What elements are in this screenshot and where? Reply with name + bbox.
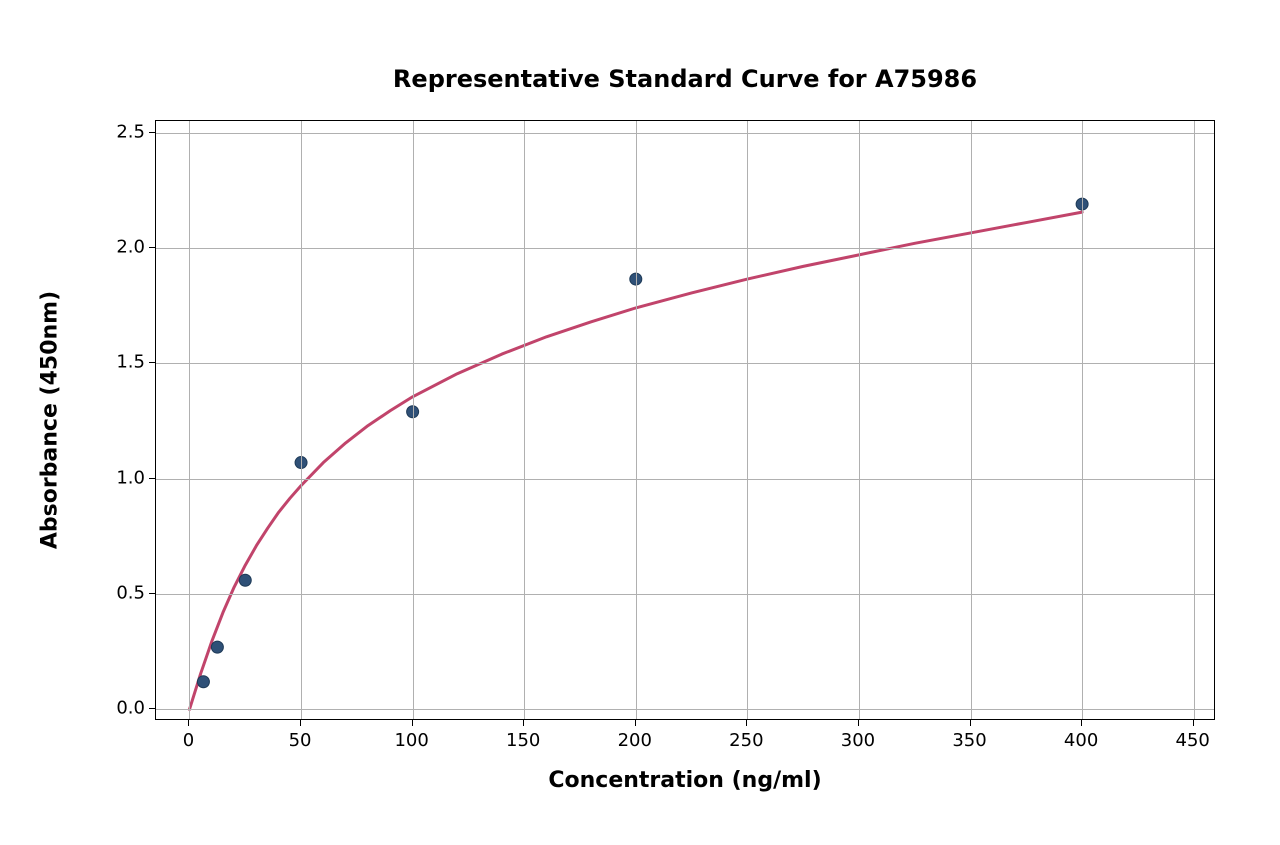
tick-x (300, 720, 301, 726)
gridline-v (189, 121, 190, 719)
x-axis-label: Concentration (ng/ml) (155, 768, 1215, 793)
gridline-v (524, 121, 525, 719)
tick-x (635, 720, 636, 726)
gridline-v (1194, 121, 1195, 719)
gridline-h (156, 709, 1214, 710)
figure: Representative Standard Curve for A75986… (0, 0, 1280, 845)
tick-label-x: 100 (394, 730, 428, 751)
tick-label-x: 400 (1064, 730, 1098, 751)
tick-y (149, 247, 155, 248)
tick-x (1081, 720, 1082, 726)
tick-x (188, 720, 189, 726)
tick-label-x: 250 (729, 730, 763, 751)
data-point (197, 676, 209, 688)
chart-title: Representative Standard Curve for A75986 (393, 65, 977, 93)
y-axis-label: Absorbance (450nm) (38, 291, 63, 549)
tick-label-x: 50 (289, 730, 312, 751)
tick-label-y: 2.5 (109, 121, 145, 142)
tick-x (746, 720, 747, 726)
tick-y (149, 593, 155, 594)
tick-label-y: 2.0 (109, 236, 145, 257)
tick-x (412, 720, 413, 726)
plot-area (155, 120, 1215, 720)
gridline-v (1082, 121, 1083, 719)
data-point (211, 641, 223, 653)
tick-y (149, 362, 155, 363)
gridline-v (747, 121, 748, 719)
gridline-v (301, 121, 302, 719)
tick-x (970, 720, 971, 726)
tick-label-y: 0.0 (109, 698, 145, 719)
tick-label-x: 450 (1175, 730, 1209, 751)
series-svg (156, 121, 1216, 721)
tick-label-x: 350 (952, 730, 986, 751)
gridline-v (971, 121, 972, 719)
gridline-v (636, 121, 637, 719)
tick-label-x: 150 (506, 730, 540, 751)
tick-x (858, 720, 859, 726)
tick-y (149, 478, 155, 479)
tick-label-y: 1.5 (109, 352, 145, 373)
tick-x (523, 720, 524, 726)
tick-y (149, 132, 155, 133)
tick-label-y: 0.5 (109, 583, 145, 604)
gridline-h (156, 363, 1214, 364)
tick-y (149, 708, 155, 709)
tick-x (1193, 720, 1194, 726)
data-point (239, 574, 251, 586)
gridline-v (859, 121, 860, 719)
gridline-h (156, 479, 1214, 480)
gridline-h (156, 594, 1214, 595)
tick-label-x: 300 (841, 730, 875, 751)
tick-label-x: 0 (183, 730, 194, 751)
gridline-v (413, 121, 414, 719)
gridline-h (156, 133, 1214, 134)
tick-label-y: 1.0 (109, 467, 145, 488)
gridline-h (156, 248, 1214, 249)
tick-label-x: 200 (618, 730, 652, 751)
